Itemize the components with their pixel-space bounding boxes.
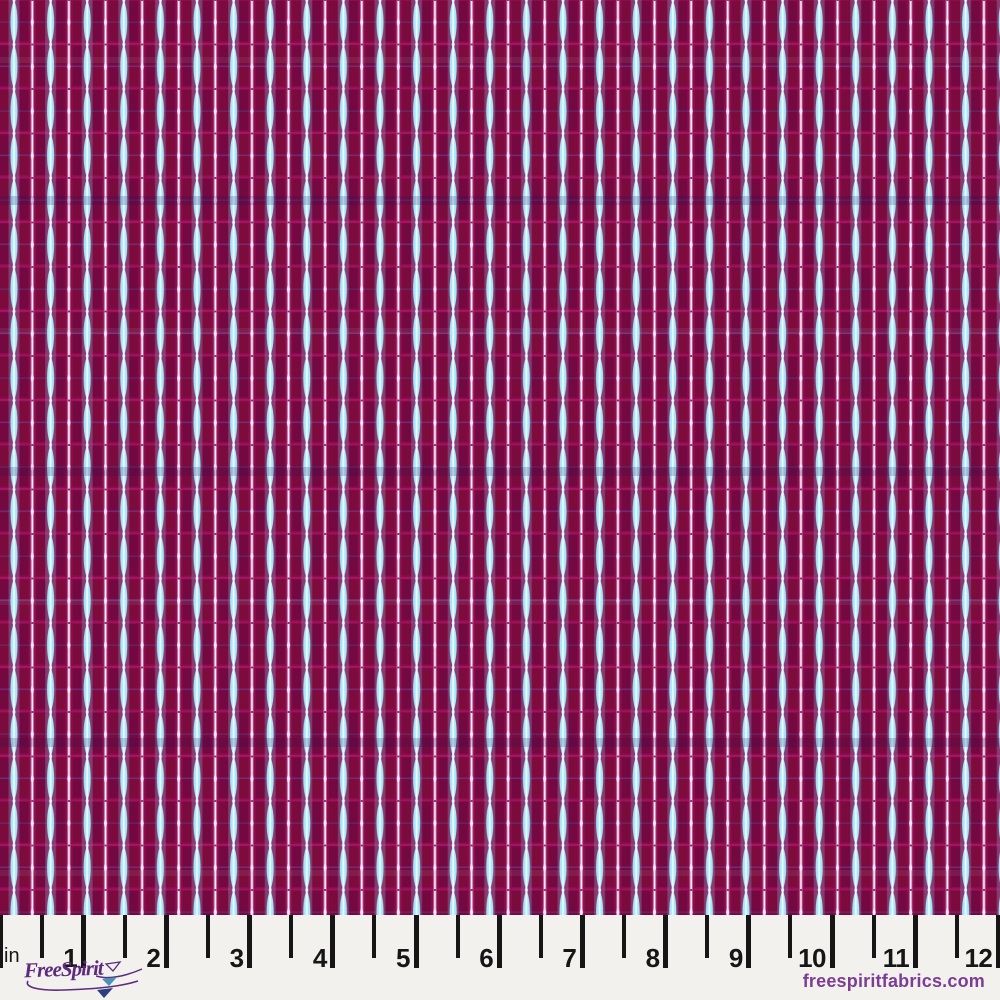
ruler-tick xyxy=(622,915,626,958)
website-url: freespiritfabrics.com xyxy=(802,971,985,991)
ruler-number: 4 xyxy=(312,943,327,973)
inch-ruler: in 1 2 3 4 5 6 7 8 9 10 11 12 FreeSpirit freespirit… xyxy=(0,915,1000,1000)
ruler-tick xyxy=(954,915,959,958)
ruler-tick xyxy=(995,915,1000,968)
ruler-tick xyxy=(0,915,3,968)
ruler-number: 2 xyxy=(146,943,161,973)
ruler-number: 1 xyxy=(63,943,78,973)
ruler-tick xyxy=(413,915,419,968)
ruler-number: 7 xyxy=(562,943,577,973)
ruler-number: 3 xyxy=(229,943,244,973)
ruler-tick xyxy=(788,915,793,958)
freespirit-logo: FreeSpirit xyxy=(24,956,154,1000)
fabric-weave xyxy=(0,0,1000,915)
ruler-tick xyxy=(705,915,710,958)
ruler-tick xyxy=(746,915,752,968)
ruler-tick xyxy=(663,915,669,968)
logo-underline-flourish-icon xyxy=(26,980,139,991)
ruler-tick xyxy=(163,915,169,968)
ruler-tick xyxy=(247,915,253,968)
ruler-tick xyxy=(829,915,835,968)
ruler-tick xyxy=(871,915,876,958)
ruler-tick xyxy=(372,915,377,958)
ruler-tick xyxy=(912,915,918,968)
ruler-tick xyxy=(289,915,294,958)
ruler-unit-label: in xyxy=(4,945,20,967)
ruler-tick xyxy=(538,915,543,958)
ruler-number: 9 xyxy=(728,943,743,973)
ruler-number: 5 xyxy=(396,943,410,973)
ruler-number: 12 xyxy=(964,943,993,973)
ruler-number: 11 xyxy=(882,943,910,973)
ruler-tick xyxy=(80,915,86,968)
fabric-pattern xyxy=(0,0,1000,915)
ruler-number: 8 xyxy=(645,943,660,973)
ruler-number: 10 xyxy=(798,943,826,973)
ruler-tick xyxy=(122,915,127,958)
ruler-tick xyxy=(39,915,44,958)
ruler-tick xyxy=(496,915,502,968)
ruler-tick xyxy=(455,915,460,958)
ruler-tick xyxy=(206,915,210,958)
ruler-tick xyxy=(330,915,336,968)
fabric-pattern-graphic xyxy=(0,0,1000,915)
ruler-number: 6 xyxy=(479,943,494,973)
logo-triangles-icon xyxy=(96,961,143,998)
ruler-tick xyxy=(579,915,585,968)
